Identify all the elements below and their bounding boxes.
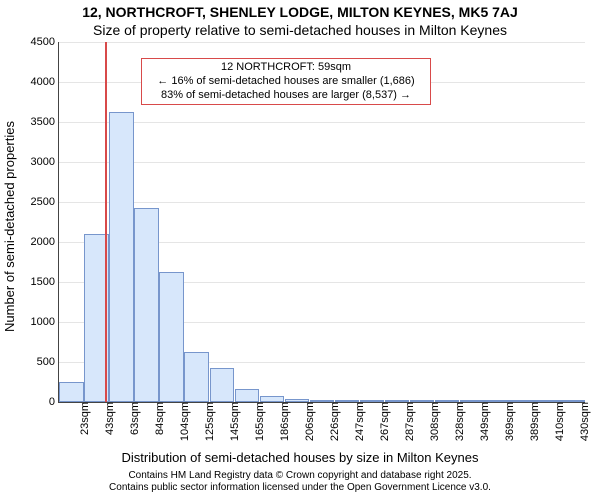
annotation-line3: 83% of semi-detached houses are larger (… <box>146 89 426 103</box>
x-tick-label: 369sqm <box>502 402 516 441</box>
gridline <box>59 202 585 203</box>
plot-area: 05001000150020002500300035004000450023sq… <box>58 42 585 403</box>
y-tick-label: 2000 <box>31 236 59 248</box>
bar <box>235 389 260 402</box>
bar <box>134 208 159 402</box>
y-tick-label: 1000 <box>31 316 59 328</box>
annotation-line2: ← 16% of semi-detached houses are smalle… <box>146 75 426 89</box>
x-tick-label: 328sqm <box>452 402 466 441</box>
x-tick-label: 145sqm <box>227 402 241 441</box>
x-tick-label: 206sqm <box>302 402 316 441</box>
gridline <box>59 122 585 123</box>
bar <box>210 368 235 402</box>
annotation-box: 12 NORTHCROFT: 59sqm← 16% of semi-detach… <box>141 58 431 105</box>
y-tick-label: 0 <box>49 396 59 408</box>
y-tick-label: 500 <box>37 356 59 368</box>
x-tick-label: 430sqm <box>577 402 591 441</box>
gridline <box>59 42 585 43</box>
y-tick-label: 1500 <box>31 276 59 288</box>
reference-line <box>105 42 107 402</box>
y-tick-label: 4500 <box>31 36 59 48</box>
x-tick-label: 43sqm <box>102 402 116 435</box>
y-axis-label: Number of semi-detached properties <box>2 121 17 332</box>
x-axis-label: Distribution of semi-detached houses by … <box>0 450 600 465</box>
bar <box>59 382 84 402</box>
x-tick-label: 104sqm <box>177 402 191 441</box>
chart-title-line1: 12, NORTHCROFT, SHENLEY LODGE, MILTON KE… <box>0 4 600 20</box>
annotation-line1: 12 NORTHCROFT: 59sqm <box>146 61 426 75</box>
x-tick-label: 389sqm <box>527 402 541 441</box>
y-tick-label: 4000 <box>31 76 59 88</box>
x-tick-label: 125sqm <box>202 402 216 441</box>
x-tick-label: 63sqm <box>127 402 141 435</box>
x-tick-label: 287sqm <box>402 402 416 441</box>
x-tick-label: 267sqm <box>377 402 391 441</box>
histogram-chart: 12, NORTHCROFT, SHENLEY LODGE, MILTON KE… <box>0 0 600 500</box>
x-tick-label: 349sqm <box>477 402 491 441</box>
bar <box>159 272 184 402</box>
footer-attribution: Contains HM Land Registry data © Crown c… <box>0 470 600 494</box>
x-tick-label: 247sqm <box>352 402 366 441</box>
x-tick-label: 410sqm <box>552 402 566 441</box>
x-tick-label: 186sqm <box>277 402 291 441</box>
gridline <box>59 162 585 163</box>
y-tick-label: 3000 <box>31 156 59 168</box>
x-tick-label: 23sqm <box>77 402 91 435</box>
bar <box>109 112 134 402</box>
y-tick-label: 3500 <box>31 116 59 128</box>
x-tick-label: 226sqm <box>327 402 341 441</box>
x-tick-label: 308sqm <box>427 402 441 441</box>
bar <box>184 352 209 402</box>
x-tick-label: 84sqm <box>152 402 166 435</box>
chart-title-line2: Size of property relative to semi-detach… <box>0 22 600 38</box>
x-tick-label: 165sqm <box>252 402 266 441</box>
y-tick-label: 2500 <box>31 196 59 208</box>
